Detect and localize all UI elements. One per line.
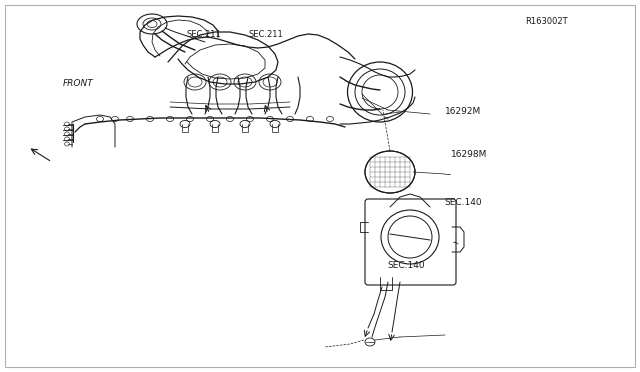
Text: SEC.140: SEC.140 xyxy=(445,198,483,207)
Text: FRONT: FRONT xyxy=(63,79,93,88)
Text: 16292M: 16292M xyxy=(445,107,481,116)
Text: 16298M: 16298M xyxy=(451,150,488,159)
Text: SEC.211: SEC.211 xyxy=(186,30,221,39)
Text: SEC.140: SEC.140 xyxy=(387,262,425,270)
Text: R163002T: R163002T xyxy=(525,17,568,26)
Text: SEC.211: SEC.211 xyxy=(248,30,283,39)
